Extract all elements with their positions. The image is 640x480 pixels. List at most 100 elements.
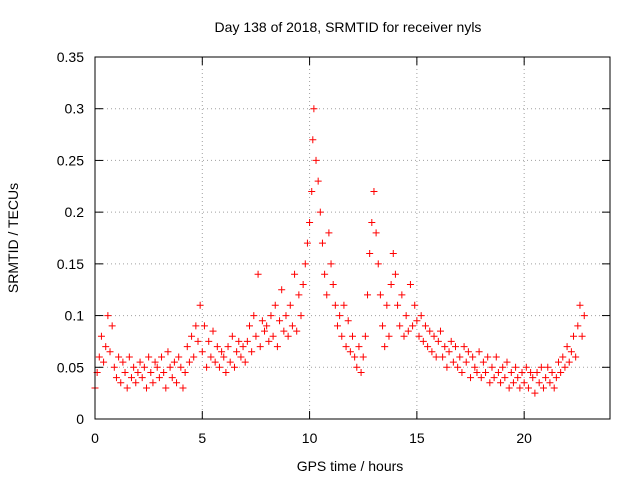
data-point <box>479 358 487 366</box>
data-point <box>424 343 432 351</box>
data-point <box>406 281 414 289</box>
data-point <box>158 353 166 361</box>
data-point <box>469 353 477 361</box>
data-point <box>357 368 365 376</box>
data-point <box>295 291 303 299</box>
data-point <box>512 363 520 371</box>
data-point <box>539 384 547 392</box>
x-tick-label: 5 <box>198 430 206 446</box>
data-point <box>185 358 193 366</box>
axis-ticks <box>94 56 610 420</box>
data-point <box>226 358 234 366</box>
y-tick-label: 0 <box>76 411 84 427</box>
data-point <box>503 358 511 366</box>
data-point <box>280 327 288 335</box>
data-point <box>475 348 483 356</box>
data-point <box>561 363 569 371</box>
data-point <box>524 384 532 392</box>
data-point <box>248 348 256 356</box>
data-point <box>342 343 350 351</box>
data-point <box>454 363 462 371</box>
data-point <box>413 317 421 325</box>
data-point <box>552 374 560 382</box>
data-point <box>246 322 253 330</box>
data-point <box>529 374 537 382</box>
data-point <box>121 368 129 376</box>
data-point <box>155 374 163 382</box>
x-tick-label: 10 <box>302 430 318 446</box>
data-point <box>188 332 196 340</box>
data-point <box>308 187 316 195</box>
data-point <box>286 301 294 309</box>
data-point <box>464 348 472 356</box>
data-point <box>312 156 320 164</box>
data-point <box>205 337 213 345</box>
data-point <box>494 368 502 376</box>
data-point <box>198 348 206 356</box>
data-point <box>241 358 249 366</box>
data-point <box>565 358 573 366</box>
data-point <box>273 343 281 351</box>
data-point <box>570 332 578 340</box>
data-point <box>415 332 423 340</box>
data-point <box>310 105 318 113</box>
data-point <box>132 379 140 387</box>
data-point <box>108 322 116 330</box>
data-point <box>123 384 131 392</box>
y-tick-labels: 0 0.05 0.1 0.15 0.2 0.25 0.3 0.35 <box>57 49 84 427</box>
data-point <box>398 291 406 299</box>
x-axis-label: GPS time / hours <box>297 458 404 474</box>
data-point <box>160 368 168 376</box>
data-point <box>518 368 526 376</box>
data-point <box>173 379 181 387</box>
data-point <box>402 312 410 320</box>
data-point <box>514 374 522 382</box>
data-point <box>250 312 258 320</box>
data-point <box>183 343 191 351</box>
data-point <box>555 358 562 366</box>
data-point <box>353 363 361 371</box>
data-point <box>218 348 226 356</box>
data-point <box>243 337 251 345</box>
x-tick-label: 0 <box>91 430 99 446</box>
data-point <box>166 363 174 371</box>
data-point <box>327 260 335 268</box>
data-point <box>355 343 363 351</box>
data-point <box>477 374 485 382</box>
data-point <box>224 343 232 351</box>
data-point <box>306 218 314 226</box>
data-point <box>458 368 466 376</box>
data-point <box>391 270 399 278</box>
data-point <box>288 322 296 330</box>
data-point <box>265 337 273 345</box>
data-point <box>576 301 584 309</box>
data-point <box>419 337 427 345</box>
data-point <box>316 208 324 216</box>
data-point <box>134 368 142 376</box>
data-point <box>104 312 112 320</box>
data-point <box>505 384 513 392</box>
y-tick-label: 0.2 <box>65 204 85 220</box>
data-point <box>389 250 397 258</box>
data-point <box>379 322 387 330</box>
data-point <box>179 384 187 392</box>
data-point <box>445 348 453 356</box>
data-point <box>447 337 455 345</box>
data-point <box>370 187 378 195</box>
data-point <box>430 332 438 340</box>
data-point <box>531 389 539 397</box>
data-point <box>368 218 376 226</box>
y-axis-label: SRMTID / TECUs <box>5 183 21 293</box>
data-point <box>299 281 307 289</box>
data-point <box>278 286 286 294</box>
data-point <box>190 353 198 361</box>
data-point <box>542 374 550 382</box>
data-point <box>125 353 133 361</box>
data-point <box>106 348 114 356</box>
data-point <box>228 332 236 340</box>
data-point <box>426 327 434 335</box>
data-point <box>544 363 552 371</box>
data-point <box>409 322 417 330</box>
data-point <box>383 301 391 309</box>
